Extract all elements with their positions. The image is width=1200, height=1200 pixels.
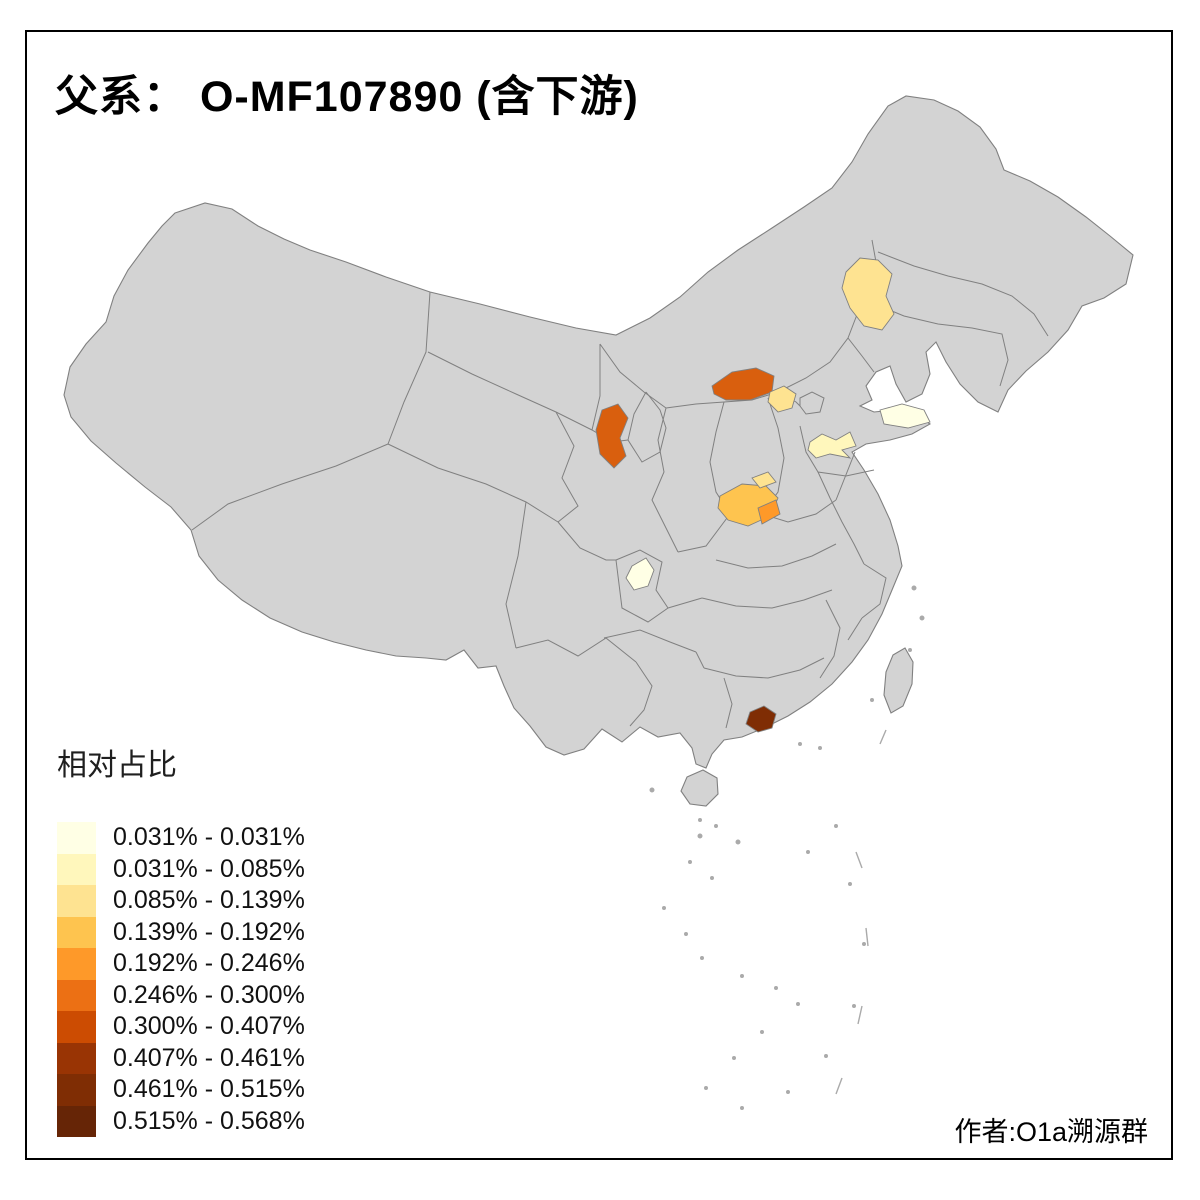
legend-row: 0.246% - 0.300%: [57, 979, 305, 1011]
attribution-text: 作者:O1a溯源群: [954, 1117, 1148, 1147]
legend-swatch: [57, 885, 96, 917]
legend-label: 0.192% - 0.246%: [113, 949, 305, 978]
legend-swatch: [57, 1011, 96, 1043]
legend-row: 0.461% - 0.515%: [57, 1074, 305, 1106]
legend-swatch: [57, 979, 96, 1011]
taiwan-island: [883, 647, 914, 714]
legend-swatch: [57, 822, 96, 854]
legend-row: 0.031% - 0.085%: [57, 853, 305, 885]
map-title: 父系： O-MF107890 (含下游): [55, 73, 639, 121]
legend-swatch: [57, 853, 96, 885]
panel-border: [25, 30, 1173, 1160]
region-south-shaanxi-north: [751, 471, 777, 489]
legend-swatch: [57, 1105, 96, 1137]
legend-swatch: [57, 916, 96, 948]
legend-label: 0.407% - 0.461%: [113, 1043, 305, 1072]
highlighted-regions: [595, 257, 931, 733]
legend-label: 0.246% - 0.300%: [113, 980, 305, 1009]
south-china-sea-islands: [649, 585, 925, 1110]
legend-label: 0.300% - 0.407%: [113, 1012, 305, 1041]
legend-row: 0.192% - 0.246%: [57, 948, 305, 980]
legend-label: 0.461% - 0.515%: [113, 1075, 305, 1104]
region-central-gansu: [595, 403, 629, 469]
region-central-shandong: [807, 431, 857, 459]
legend-swatch: [57, 1074, 96, 1106]
legend-label: 0.085% - 0.139%: [113, 886, 305, 915]
legend-swatch: [57, 948, 96, 980]
legend-row: 0.515% - 0.568%: [57, 1105, 305, 1137]
legend-row: 0.031% - 0.031%: [57, 822, 305, 854]
legend-row: 0.139% - 0.192%: [57, 916, 305, 948]
legend-label: 0.139% - 0.192%: [113, 917, 305, 946]
legend-label: 0.031% - 0.031%: [113, 823, 305, 852]
region-pearl-river-delta: [745, 705, 777, 733]
legend: 相对占比 0.031% - 0.031% 0.031% - 0.085% 0.0…: [57, 740, 305, 1137]
legend-row: 0.407% - 0.461%: [57, 1042, 305, 1074]
legend-label: 0.031% - 0.085%: [113, 854, 305, 883]
legend-label: 0.515% - 0.568%: [113, 1106, 305, 1135]
province-borders: [191, 239, 1049, 729]
region-beijing-vicinity: [767, 385, 797, 413]
legend-row: 0.085% - 0.139%: [57, 885, 305, 917]
region-east-inner-mongolia: [841, 257, 895, 331]
legend-swatch: [57, 1042, 96, 1074]
legend-title: 相对占比: [57, 749, 177, 782]
region-chongqing-west: [625, 557, 655, 591]
legend-row: 0.300% - 0.407%: [57, 1011, 305, 1043]
region-south-shaanxi-east: [757, 499, 781, 525]
hainan-island: [680, 769, 719, 807]
region-shandong-peninsula: [879, 403, 931, 429]
